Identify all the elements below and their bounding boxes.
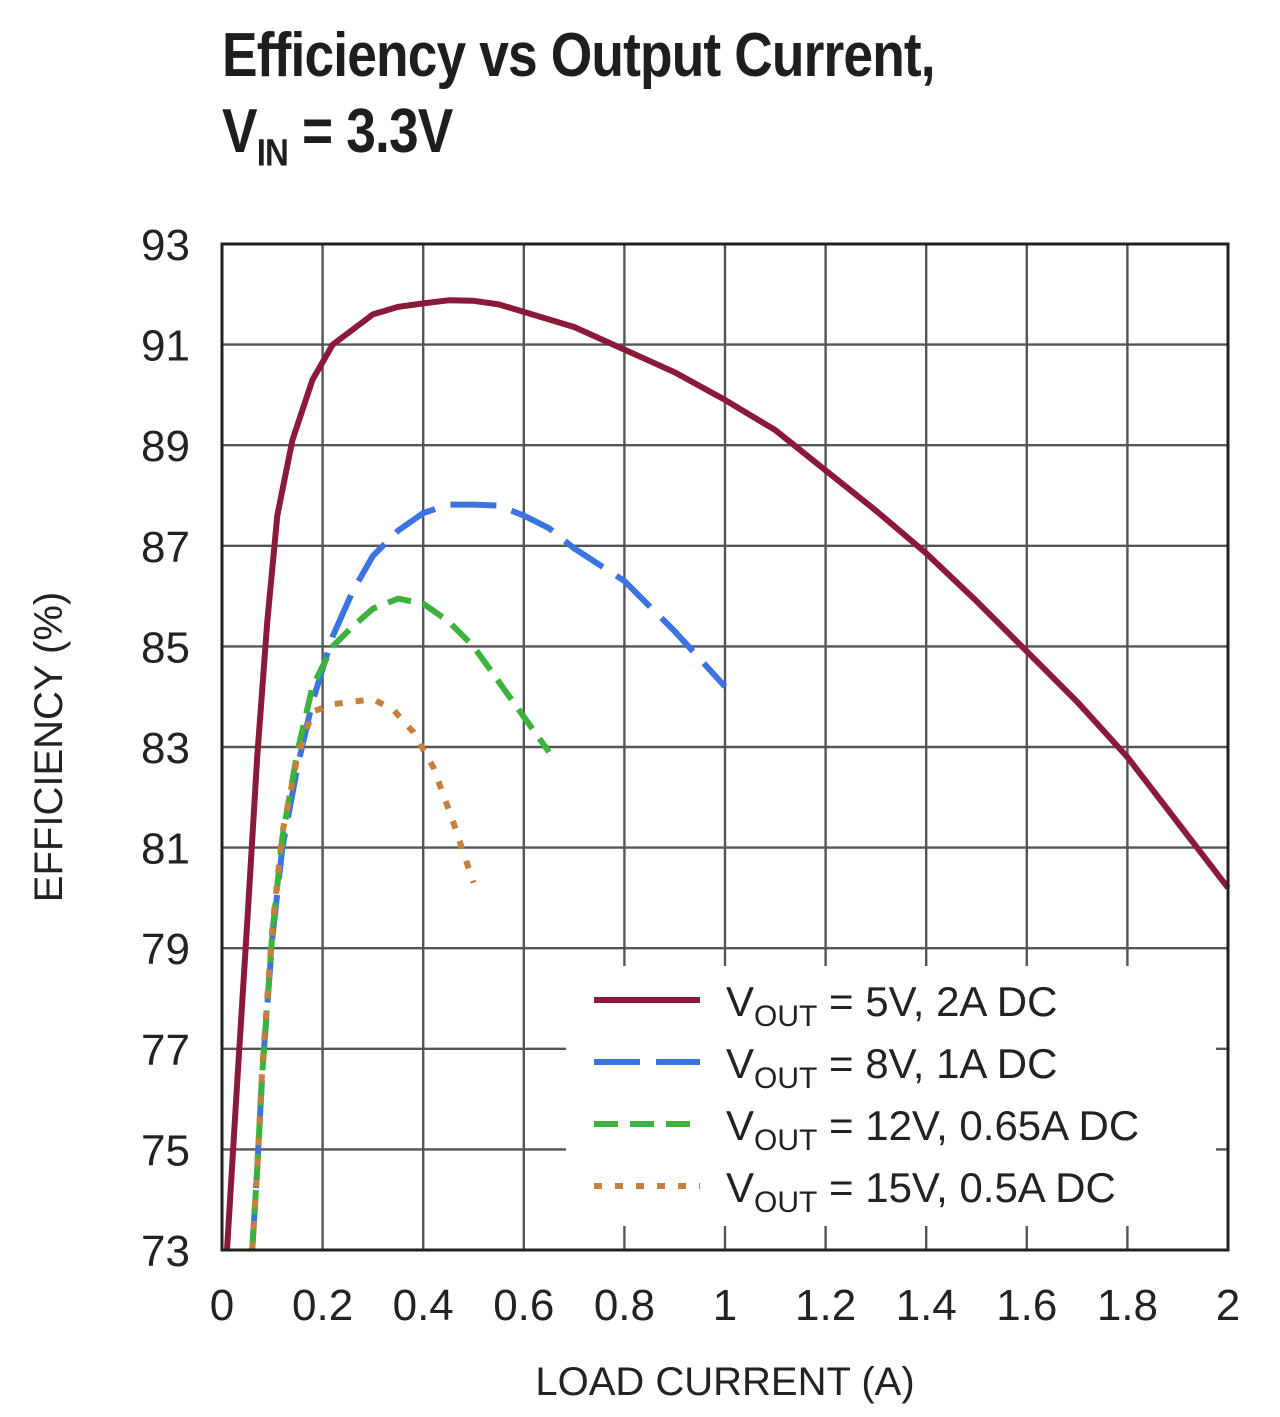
x-tick-label: 0.8 bbox=[594, 1281, 655, 1330]
legend-label-2: VOUT = 8V, 1A DC bbox=[726, 1040, 1057, 1095]
legend-label-subscript: OUT bbox=[754, 1124, 817, 1157]
series-line-4 bbox=[249, 696, 477, 1251]
x-tick-labels: 0 0.2 0.4 0.6 0.8 1 1.2 1.4 1.6 1.8 2 bbox=[210, 1281, 1240, 1330]
title-vin-value: = 3.3V bbox=[288, 97, 453, 166]
chart-title-line1: Efficiency vs Output Current, bbox=[222, 21, 936, 90]
y-tick-label: 87 bbox=[141, 523, 190, 572]
y-tick-label: 75 bbox=[141, 1126, 190, 1175]
y-tick-label: 77 bbox=[141, 1026, 190, 1075]
legend-label-value: = 5V, 2A DC bbox=[817, 978, 1057, 1025]
y-tick-label: 73 bbox=[141, 1227, 190, 1276]
x-tick-label: 0.2 bbox=[292, 1281, 353, 1330]
legend-background bbox=[566, 966, 1216, 1226]
y-tick-label: 79 bbox=[141, 925, 190, 974]
legend-label-v: V bbox=[726, 978, 754, 1025]
title-vin-main: V bbox=[222, 97, 258, 166]
y-tick-label: 89 bbox=[141, 422, 190, 471]
series-line-3 bbox=[249, 595, 552, 1251]
y-tick-label: 83 bbox=[141, 724, 190, 773]
y-tick-label: 85 bbox=[141, 623, 190, 672]
legend-label-subscript: OUT bbox=[754, 1000, 817, 1033]
legend-label-v: V bbox=[726, 1040, 754, 1087]
legend-label-1: VOUT = 5V, 2A DC bbox=[726, 978, 1057, 1033]
legend-label-subscript: OUT bbox=[754, 1186, 817, 1219]
y-tick-labels: 73 75 77 79 81 83 85 87 89 91 93 bbox=[141, 221, 190, 1276]
chart-title-line2: VIN = 3.3V bbox=[222, 94, 1116, 191]
x-tick-label: 0.4 bbox=[393, 1281, 454, 1330]
x-tick-label: 0.6 bbox=[493, 1281, 554, 1330]
legend-label-value: = 15V, 0.5A DC bbox=[817, 1164, 1116, 1211]
legend-label-v: V bbox=[726, 1102, 754, 1149]
legend-label-value: = 12V, 0.65A DC bbox=[817, 1102, 1139, 1149]
y-tick-label: 91 bbox=[141, 322, 190, 371]
x-tick-label: 1.8 bbox=[1097, 1281, 1158, 1330]
legend-label-value: = 8V, 1A DC bbox=[817, 1040, 1057, 1087]
legend-label-v: V bbox=[726, 1164, 754, 1211]
y-axis-label: EFFICIENCY (%) bbox=[27, 592, 71, 902]
y-tick-label: 81 bbox=[141, 825, 190, 874]
plot-frame bbox=[220, 242, 1230, 1252]
legend-label-3: VOUT = 12V, 0.65A DC bbox=[726, 1102, 1139, 1157]
x-tick-label: 1 bbox=[713, 1281, 737, 1330]
x-tick-label: 1.2 bbox=[795, 1281, 856, 1330]
chart-title: Efficiency vs Output Current, VIN = 3.3V bbox=[222, 18, 1116, 191]
x-tick-label: 0 bbox=[210, 1281, 234, 1330]
y-tick-label: 93 bbox=[141, 221, 190, 270]
x-tick-label: 2 bbox=[1216, 1281, 1240, 1330]
series-layer bbox=[224, 297, 1231, 1251]
legend-label-subscript: OUT bbox=[754, 1062, 817, 1095]
legend-label-4: VOUT = 15V, 0.5A DC bbox=[726, 1164, 1116, 1219]
x-tick-label: 1.4 bbox=[896, 1281, 957, 1330]
title-vin-subscript: IN bbox=[256, 131, 289, 175]
series-line-1 bbox=[224, 297, 1231, 1251]
x-tick-label: 1.6 bbox=[996, 1281, 1057, 1330]
x-axis-label: LOAD CURRENT (A) bbox=[535, 1360, 914, 1404]
